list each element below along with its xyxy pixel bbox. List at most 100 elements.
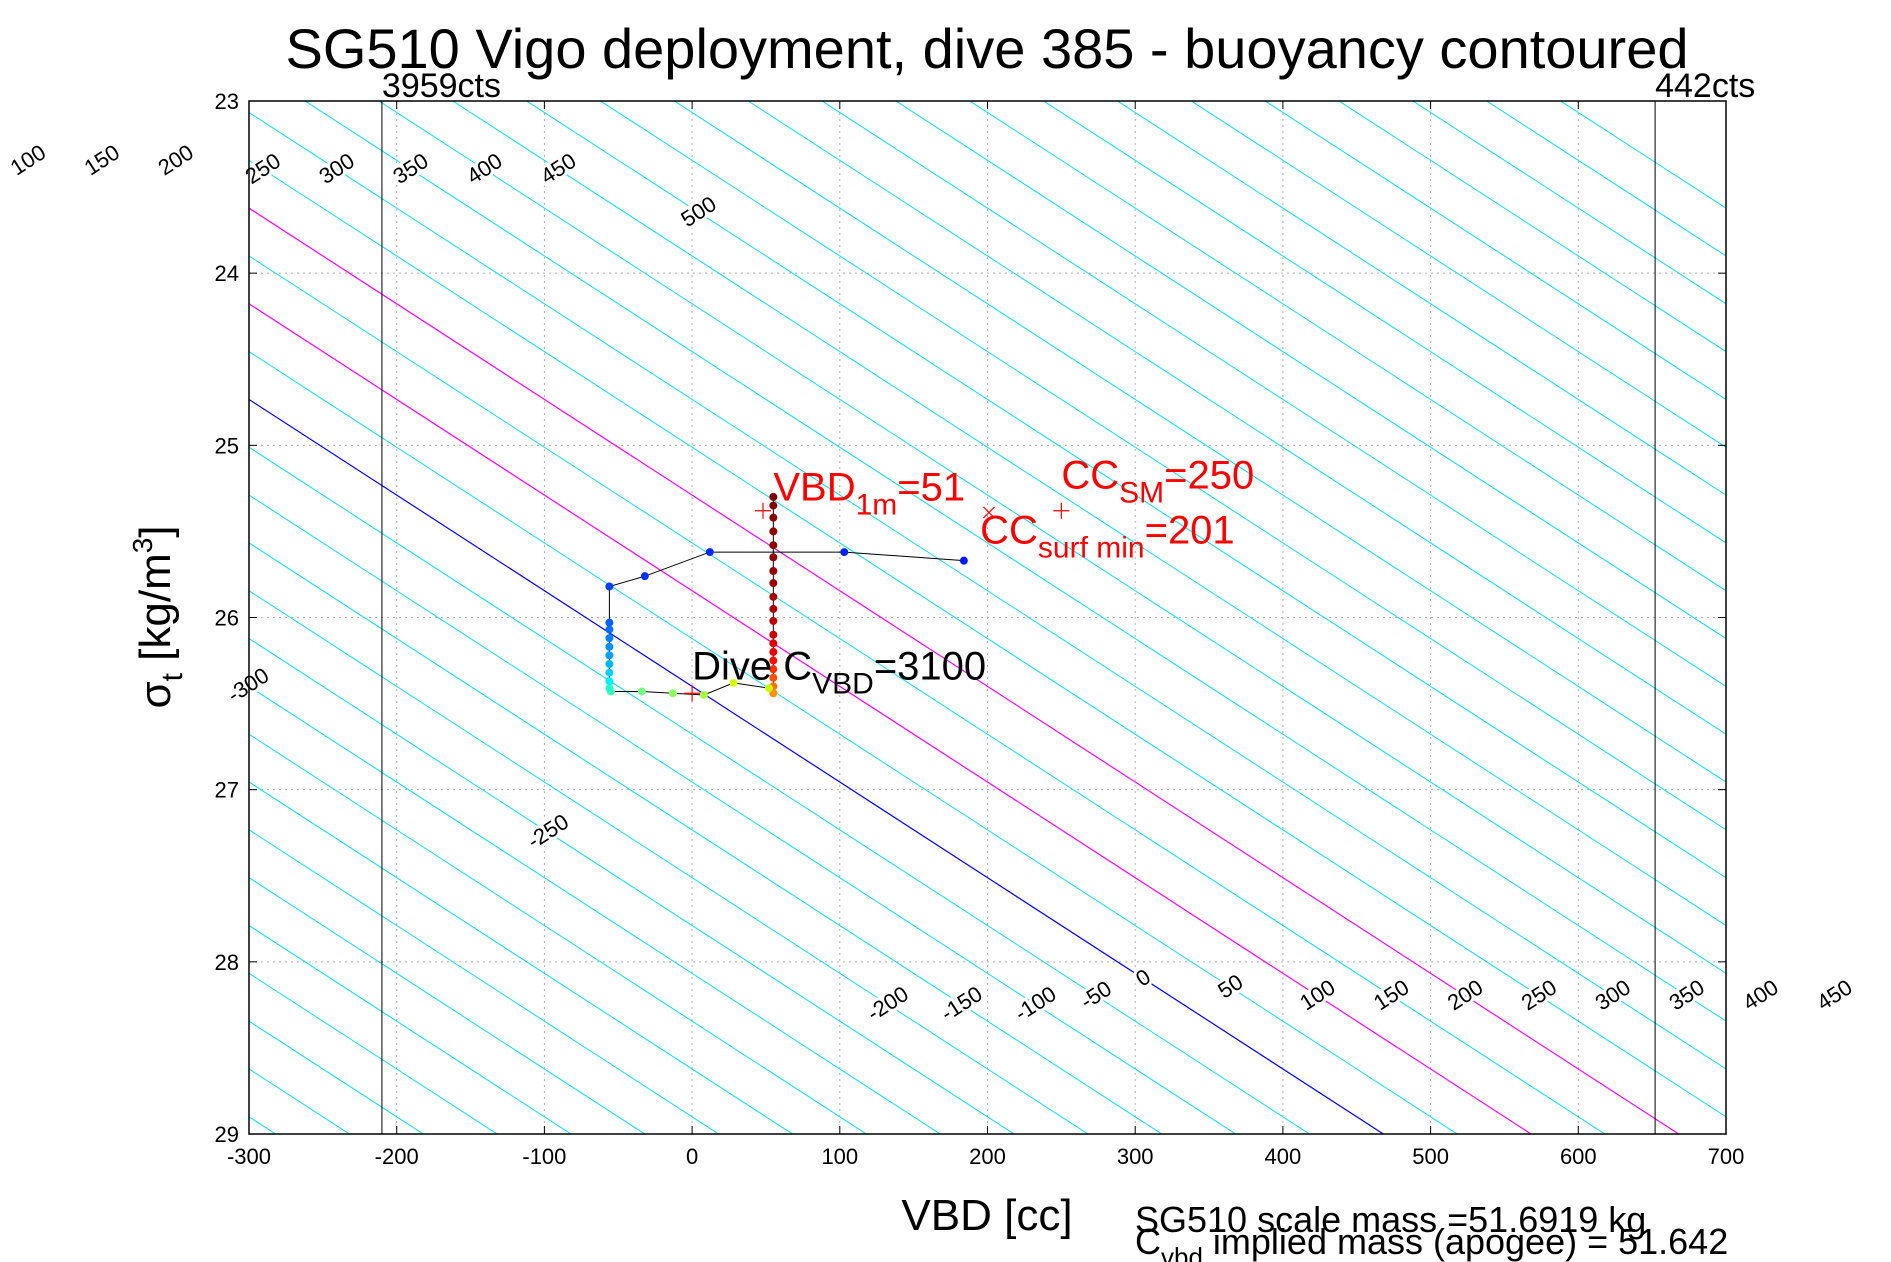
profile-point [769,639,778,648]
profile-point [764,684,773,693]
annotation: VBD1m=51 [773,465,965,521]
contour-line [968,101,1726,592]
profile-point [640,572,649,581]
contour-label: 450 [536,148,580,189]
contour-line [249,781,794,1134]
profile-point [605,684,614,693]
annotation: CCSM=250 [1061,453,1254,509]
profile-point [769,665,778,674]
x-tick-label: 500 [1412,1144,1449,1169]
contour-line [249,685,942,1134]
contour-line [249,733,868,1134]
profile-point [769,513,778,522]
contour-label: 100 [6,139,50,180]
profile-point [769,673,778,682]
contour-label: -300 [223,662,274,707]
contour-label: 250 [241,148,285,189]
profile-point [668,689,677,698]
y-tick-label: 29 [215,1122,239,1147]
contour-label: 400 [1738,974,1782,1015]
profile-point [769,501,778,510]
profile-point [605,618,614,627]
footer-base: C [1135,1221,1161,1262]
annotation: CCsurf min=201 [980,508,1235,564]
profile-point [769,579,778,588]
contour-label: -150 [936,981,987,1026]
x-tick-label: 400 [1265,1144,1302,1169]
grid [249,101,1726,1134]
profile-point [769,567,778,576]
contour-label: 300 [314,148,358,189]
profile-point [769,616,778,625]
contour-label: 0 [1131,964,1155,992]
annotation-base: VBD [773,465,855,509]
contour-line [1264,101,1726,401]
annotation-sub: surf min [1038,531,1145,564]
y-tick-label: 27 [215,778,239,803]
count-limit-label: 3959cts [382,67,501,105]
profile-point [769,647,778,656]
profile-point [769,656,778,665]
axis-ticks: -300 -200 -100 0 100 200 300 400 500 600 700232425… [215,89,1745,1169]
x-tick-label: 300 [1117,1144,1154,1169]
footer-base: SG510 scale mass =51.6919 kg [1135,1199,1646,1240]
chart-title: SG510 Vigo deployment, dive 385 - buoyan… [285,17,1688,80]
contour-label: 500 [676,191,720,232]
contour-line [249,829,720,1134]
annotation-value: =250 [1164,453,1254,497]
x-tick-label: -100 [522,1144,566,1169]
annotation-sub: VBD [812,667,874,700]
contour-line [451,101,1726,927]
contour-line [1485,101,1726,257]
contour-line [249,1020,425,1134]
profile-point [769,492,778,501]
contour-line [1190,101,1726,448]
profile-point [605,668,614,677]
profile-point [769,592,778,601]
profile-point [729,678,738,687]
annotation-base: Dive C [692,644,812,688]
profile-point [705,548,714,557]
contour-line [249,924,572,1134]
profile-point [605,582,614,591]
contour-line [304,101,1726,1022]
profile-point [840,548,849,557]
contour-line [249,351,1459,1134]
contour-line [249,398,1385,1134]
contour-line [378,101,1726,974]
x-marker [982,506,996,519]
contour-line [0,0,246,1262]
profile-point [769,553,778,562]
contour-label: -250 [523,809,574,854]
contour-label: 350 [1664,974,1708,1015]
profile-point [605,651,614,660]
annotation-sub: 1m [856,488,898,521]
profile-point [769,541,778,550]
contour-line [249,877,646,1134]
contour-label: 100 [1295,974,1339,1015]
contour-label: -100 [1010,981,1061,1026]
contour-line [747,101,1726,735]
contour-label: 250 [1517,974,1561,1015]
contour-line [895,101,1726,640]
contour-label: 350 [388,148,432,189]
x-axis-label: VBD [cc] [901,1191,1072,1240]
contour-line [0,0,468,1262]
y-tick-label: 25 [215,433,239,458]
annotation-base: CC [980,508,1038,552]
plus-marker [1053,502,1070,519]
footer-post: implied mass (apogee) = 51.642 [1203,1221,1728,1262]
annotation-value: =51 [897,465,965,509]
contour-label: -200 [862,981,913,1026]
contour-label: 400 [462,148,506,189]
dive-profile [605,492,968,699]
plus-marker [684,685,701,702]
y-axis-label-sup: 3 [127,538,158,554]
x-tick-label: 600 [1560,1144,1597,1169]
contour-line [249,1116,277,1134]
contour-line [1116,101,1726,496]
